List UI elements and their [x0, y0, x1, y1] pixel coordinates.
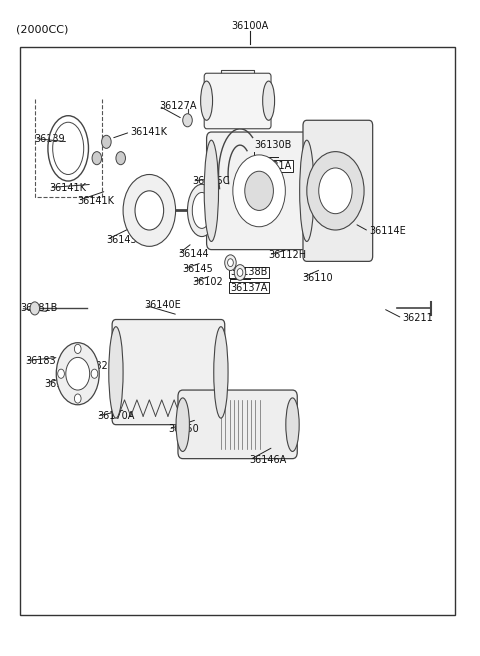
Text: 36141K: 36141K	[49, 182, 86, 193]
Text: 36211: 36211	[402, 313, 433, 323]
Circle shape	[102, 135, 111, 148]
Text: (2000CC): (2000CC)	[16, 24, 68, 34]
Circle shape	[116, 152, 125, 165]
Text: 36135C: 36135C	[192, 176, 230, 186]
Circle shape	[237, 268, 243, 276]
Circle shape	[183, 113, 192, 127]
Text: 36143A: 36143A	[107, 235, 144, 245]
Text: 36114E: 36114E	[369, 226, 406, 236]
Text: 36141K: 36141K	[78, 195, 115, 205]
Ellipse shape	[188, 184, 216, 237]
Ellipse shape	[214, 327, 228, 418]
Text: 36120: 36120	[230, 94, 261, 104]
Ellipse shape	[109, 327, 123, 418]
Text: 36131A: 36131A	[254, 161, 291, 171]
Text: 36181B: 36181B	[21, 304, 58, 314]
Ellipse shape	[192, 192, 211, 228]
Text: 36100A: 36100A	[231, 21, 268, 31]
Ellipse shape	[56, 342, 99, 405]
Circle shape	[74, 344, 81, 354]
Text: 36144: 36144	[178, 249, 209, 259]
FancyBboxPatch shape	[206, 132, 312, 250]
Text: 36102: 36102	[192, 277, 223, 287]
Circle shape	[30, 302, 39, 315]
Circle shape	[91, 369, 98, 379]
Text: 36140E: 36140E	[144, 300, 181, 310]
Circle shape	[245, 171, 274, 211]
Circle shape	[66, 358, 90, 390]
FancyBboxPatch shape	[204, 73, 271, 129]
Circle shape	[319, 168, 352, 214]
Ellipse shape	[204, 140, 218, 241]
Text: 36112H: 36112H	[269, 250, 307, 260]
FancyBboxPatch shape	[112, 319, 225, 424]
Ellipse shape	[300, 140, 314, 241]
Text: 36137A: 36137A	[230, 283, 268, 293]
Text: 36182: 36182	[78, 361, 108, 371]
Text: 36141K: 36141K	[130, 127, 167, 137]
Text: 36183: 36183	[25, 356, 56, 365]
Text: 36127A: 36127A	[159, 101, 196, 111]
Text: 36170A: 36170A	[97, 411, 134, 421]
Text: 36130B: 36130B	[254, 140, 292, 150]
FancyBboxPatch shape	[178, 390, 297, 459]
Text: 36150: 36150	[168, 424, 199, 434]
Circle shape	[74, 394, 81, 403]
Ellipse shape	[263, 81, 275, 120]
Text: 36110: 36110	[302, 273, 333, 283]
Circle shape	[58, 369, 64, 379]
Ellipse shape	[286, 398, 299, 451]
Text: 36139: 36139	[35, 134, 65, 144]
Circle shape	[228, 258, 233, 266]
FancyBboxPatch shape	[303, 120, 372, 261]
Circle shape	[233, 155, 285, 227]
Bar	[21, 47, 455, 615]
Ellipse shape	[176, 398, 190, 451]
Circle shape	[307, 152, 364, 230]
Circle shape	[123, 174, 176, 247]
Circle shape	[92, 152, 102, 165]
Text: 36138B: 36138B	[230, 268, 268, 277]
Text: 36146A: 36146A	[250, 455, 287, 465]
Circle shape	[234, 264, 246, 280]
Circle shape	[135, 191, 164, 230]
Text: 36170: 36170	[44, 379, 75, 388]
Ellipse shape	[201, 81, 213, 120]
Circle shape	[225, 255, 236, 270]
Text: 36145: 36145	[183, 264, 214, 274]
